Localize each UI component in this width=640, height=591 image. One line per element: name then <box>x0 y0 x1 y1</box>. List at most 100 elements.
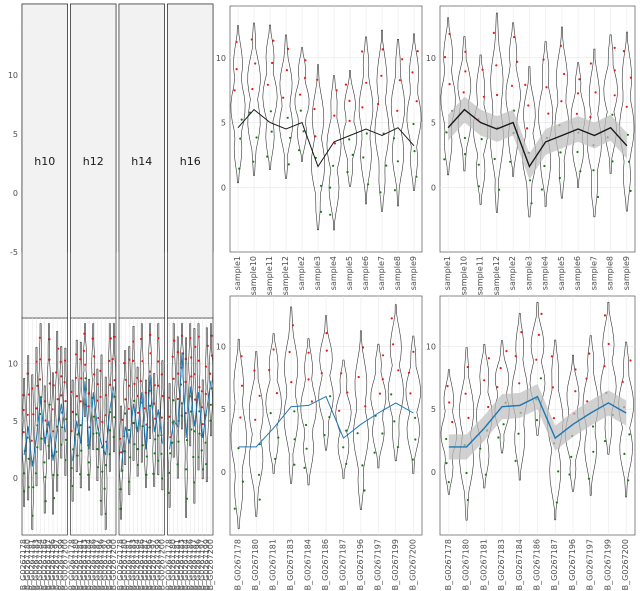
data-point <box>124 398 127 401</box>
data-point <box>148 426 151 429</box>
x-tick-label: DDB_G0267180 <box>462 539 471 591</box>
data-point <box>238 167 241 170</box>
x-tick-label: DDB_G0267199 <box>603 539 612 591</box>
data-point <box>190 428 193 431</box>
data-point <box>96 466 100 469</box>
violin <box>326 75 342 231</box>
data-point <box>197 456 200 459</box>
data-point <box>169 452 172 455</box>
data-point <box>36 384 39 387</box>
data-point <box>348 119 351 122</box>
x-tick-label: sample4 <box>329 256 338 290</box>
data-point <box>200 406 203 409</box>
data-point <box>348 138 351 141</box>
data-point <box>291 324 295 327</box>
data-point <box>588 352 591 355</box>
data-point <box>293 463 296 466</box>
data-point <box>127 480 131 483</box>
x-tick-label: DDB_G0267197 <box>101 539 110 591</box>
violin <box>87 379 92 491</box>
data-point <box>38 336 42 339</box>
x-tick-label: DDB_G0267200 <box>621 539 630 591</box>
data-point <box>446 385 449 388</box>
data-point <box>252 160 255 163</box>
violin <box>440 17 456 176</box>
data-point <box>381 432 384 435</box>
data-point <box>415 175 418 178</box>
violin <box>204 327 209 482</box>
data-point <box>529 179 532 182</box>
data-point <box>193 481 196 484</box>
violin <box>118 405 124 520</box>
data-point <box>277 436 280 439</box>
data-point <box>313 107 316 111</box>
y-tick-label: 5 <box>431 119 436 128</box>
data-point <box>380 74 383 77</box>
data-point <box>184 380 187 383</box>
data-point <box>542 58 545 61</box>
violin <box>582 335 599 496</box>
data-point <box>592 450 595 453</box>
violin <box>91 323 96 450</box>
violin <box>554 26 570 199</box>
data-point <box>119 488 122 491</box>
data-point <box>152 402 156 405</box>
x-tick-label: DDB_G0267180 <box>251 539 260 591</box>
x-tick-label: sample11 <box>476 256 485 295</box>
data-point <box>254 62 257 65</box>
data-point <box>88 426 91 429</box>
data-point <box>64 438 68 441</box>
data-point <box>332 164 335 167</box>
data-point <box>108 359 111 362</box>
data-point <box>128 428 131 432</box>
facet-label-h14: h14 <box>131 155 152 168</box>
data-point <box>559 151 562 154</box>
confidence-ribbon <box>448 384 627 460</box>
data-point <box>351 153 354 156</box>
trend-line <box>120 375 163 473</box>
x-tick-label: DDB_G0267181 <box>76 539 85 591</box>
x-tick-label: DDB_G0267199 <box>56 539 65 591</box>
data-point <box>274 457 277 460</box>
x-tick-label: DDB_G0267197 <box>52 539 61 591</box>
data-point <box>185 497 189 500</box>
data-point <box>239 416 242 419</box>
data-point <box>136 448 139 451</box>
violin <box>390 39 406 207</box>
x-tick-label: DDB_G0267199 <box>105 539 114 591</box>
x-tick-label: DDB_G0267200 <box>157 539 166 591</box>
violin <box>247 22 261 176</box>
data-point <box>198 432 201 435</box>
data-point <box>345 462 348 465</box>
x-tick-label: DDB_G0267180 <box>169 539 178 591</box>
data-point <box>344 83 347 86</box>
data-point <box>466 498 469 502</box>
data-point <box>161 477 164 480</box>
data-point <box>502 423 505 426</box>
data-point <box>60 394 63 397</box>
data-point <box>167 491 170 494</box>
data-point <box>148 370 151 373</box>
violin <box>489 12 504 213</box>
data-point <box>140 337 143 341</box>
x-tick-label: DDB_G0267181 <box>27 539 36 591</box>
data-point <box>290 381 293 384</box>
data-point <box>524 83 527 86</box>
data-point <box>48 382 51 385</box>
data-point <box>35 360 38 363</box>
data-point <box>235 68 238 71</box>
x-tick-label: DDB_G0267199 <box>202 539 211 591</box>
data-point <box>109 337 112 340</box>
data-point <box>189 336 192 340</box>
data-point <box>104 512 107 515</box>
x-tick-label: sample5 <box>557 256 566 290</box>
data-point <box>91 337 94 340</box>
data-point <box>173 339 176 342</box>
violin <box>300 338 317 486</box>
x-tick-label: DDB_G0267186 <box>40 539 49 591</box>
x-tick-label: sample3 <box>313 256 322 290</box>
violin <box>148 323 153 439</box>
data-point <box>250 38 253 41</box>
data-point <box>52 430 55 433</box>
data-point <box>286 116 289 119</box>
